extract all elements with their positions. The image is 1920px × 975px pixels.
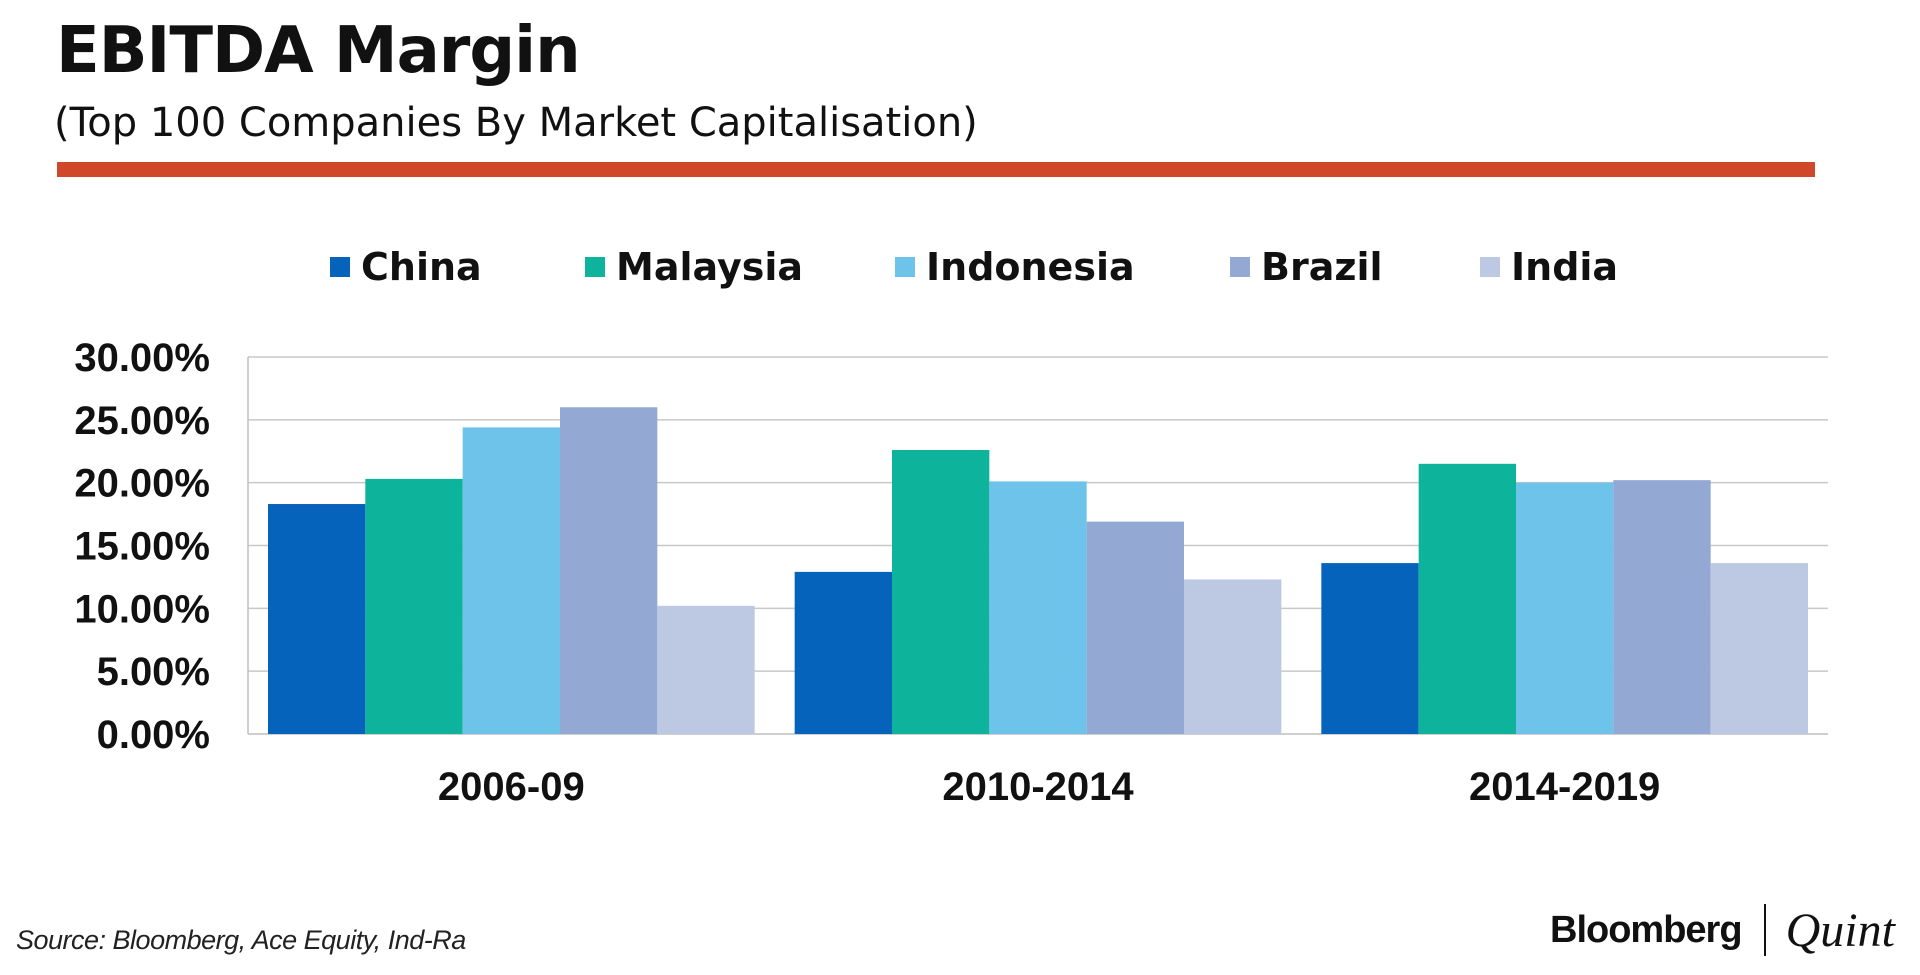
brand-primary: Bloomberg <box>1550 908 1743 951</box>
bar-malaysia-2010-2014 <box>892 449 990 734</box>
legend-swatch-china <box>330 257 350 277</box>
bar-india-2006-09 <box>657 605 755 734</box>
y-tick-label: 5.00% <box>97 650 210 694</box>
bar-brazil-2006-09 <box>560 407 658 734</box>
bar-indonesia-2014-2019 <box>1516 482 1614 734</box>
page-title: EBITDA Margin <box>56 14 581 88</box>
legend-label-china: China <box>361 245 482 289</box>
source-note: Source: Bloomberg, Ace Equity, Ind-Ra <box>16 925 466 955</box>
bar-china-2006-09 <box>268 504 366 734</box>
legend-label-malaysia: Malaysia <box>616 245 803 289</box>
bar-india-2010-2014 <box>1184 579 1282 734</box>
bar-brazil-2010-2014 <box>1086 521 1184 734</box>
x-tick-label: 2010-2014 <box>942 765 1134 809</box>
page-subtitle: (Top 100 Companies By Market Capitalisat… <box>54 100 978 146</box>
bar-indonesia-2006-09 <box>462 427 560 734</box>
legend-label-indonesia: Indonesia <box>926 245 1135 289</box>
bar-china-2014-2019 <box>1321 563 1419 734</box>
bar-china-2010-2014 <box>794 571 892 734</box>
legend-swatch-malaysia <box>585 257 605 277</box>
brand-logo: Bloomberg Quint <box>1550 900 1895 960</box>
y-tick-label: 30.00% <box>74 336 210 380</box>
brand-secondary: Quint <box>1785 903 1895 957</box>
ebitda-bar-chart: 0.00% 5.00% 10.00% 15.00% 20.00% 25.00% 30.00%… <box>74 245 1828 809</box>
legend-label-brazil: Brazil <box>1261 245 1383 289</box>
y-tick-label: 10.00% <box>74 587 210 631</box>
bar-malaysia-2014-2019 <box>1418 463 1516 734</box>
accent-rule <box>57 162 1815 177</box>
y-tick-label: 15.00% <box>74 525 210 569</box>
x-tick-label: 2014-2019 <box>1469 765 1660 809</box>
brand-divider <box>1763 904 1766 956</box>
legend-label-india: India <box>1511 245 1618 289</box>
bar-indonesia-2010-2014 <box>989 481 1087 734</box>
bar-india-2014-2019 <box>1710 563 1808 734</box>
legend-swatch-indonesia <box>895 257 915 277</box>
legend-swatch-india <box>1480 257 1500 277</box>
y-tick-label: 0.00% <box>97 713 210 757</box>
legend-swatch-brazil <box>1230 257 1250 277</box>
y-tick-label: 25.00% <box>74 399 210 443</box>
bar-malaysia-2006-09 <box>365 478 463 734</box>
y-tick-label: 20.00% <box>74 462 210 506</box>
x-tick-label: 2006-09 <box>438 765 585 809</box>
bar-brazil-2014-2019 <box>1613 480 1711 734</box>
